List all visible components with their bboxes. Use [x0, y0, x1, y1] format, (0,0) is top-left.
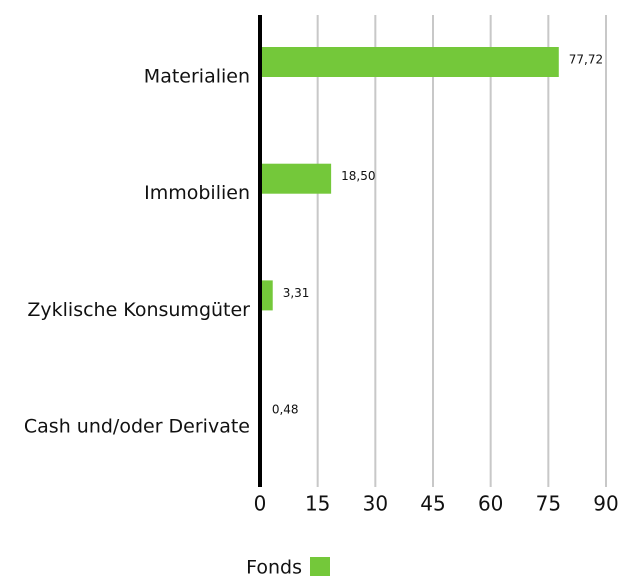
value-label: 0,48	[272, 403, 299, 417]
category-label: Immobilien	[144, 182, 250, 204]
bar	[260, 163, 332, 194]
x-tick-label: 45	[420, 492, 445, 516]
value-label: 77,72	[569, 53, 603, 67]
value-label: 18,50	[341, 169, 375, 183]
bar	[260, 47, 559, 77]
x-tick-label: 15	[305, 492, 330, 516]
x-tick-label: 75	[536, 492, 561, 516]
x-tick-label: 30	[363, 492, 388, 516]
x-tick-label: 90	[593, 492, 618, 516]
value-label: 3,31	[283, 286, 310, 300]
legend-label: Fonds	[246, 557, 302, 576]
category-label: Materialien	[144, 66, 250, 88]
category-label: Cash und/oder Derivate	[24, 416, 250, 438]
x-tick-label: 60	[478, 492, 503, 516]
x-tick-label: 0	[254, 492, 267, 516]
legend-swatch	[310, 557, 330, 576]
category-label: Zyklische Konsumgüter	[27, 299, 250, 321]
bar	[260, 280, 273, 311]
